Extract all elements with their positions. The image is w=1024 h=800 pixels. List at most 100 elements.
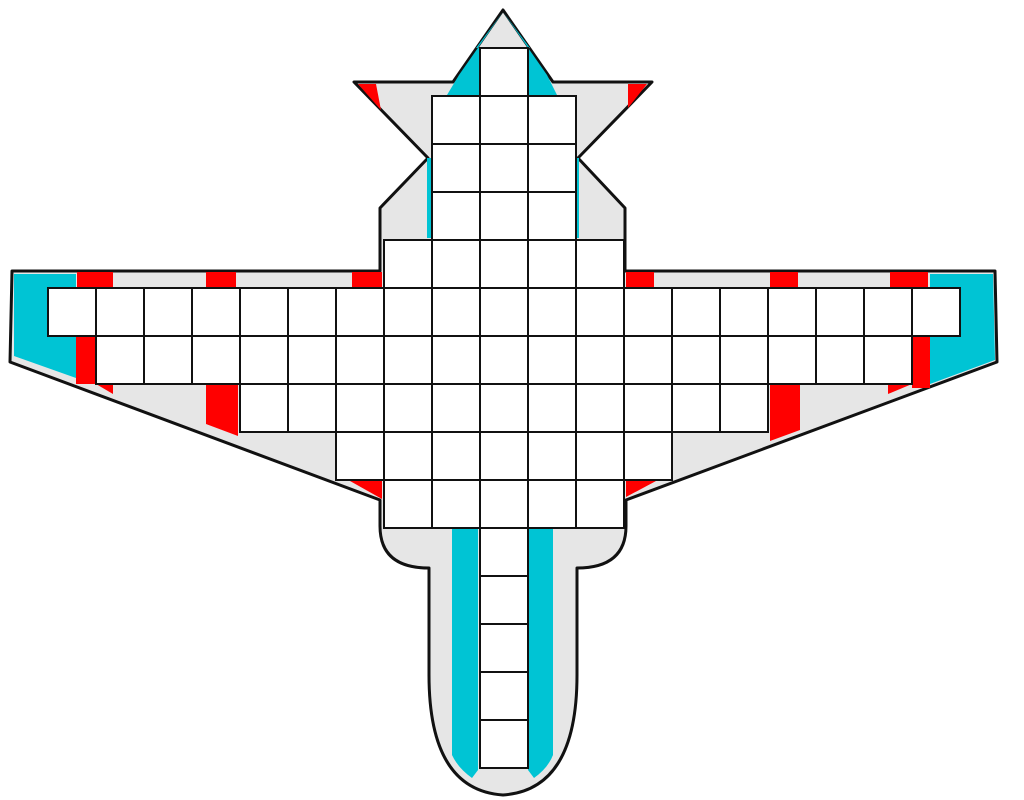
canard-red-left bbox=[358, 84, 381, 110]
grid-cell-r5-c13[interactable] bbox=[671, 287, 721, 337]
grid-cell-r5-c14[interactable] bbox=[719, 287, 769, 337]
grid-cell-r5-c0[interactable] bbox=[47, 287, 97, 337]
grid-cell-r5-c9[interactable] bbox=[479, 287, 529, 337]
red-strip-6 bbox=[890, 272, 928, 287]
grid-cell-r3-c8[interactable] bbox=[431, 191, 481, 241]
grid-cell-r1-c8[interactable] bbox=[431, 95, 481, 145]
red-accents bbox=[76, 84, 930, 499]
tail-cyan-left bbox=[452, 528, 478, 778]
grid-cell-r5-c2[interactable] bbox=[143, 287, 193, 337]
grid-cell-r8-c7[interactable] bbox=[383, 431, 433, 481]
grid-cell-r5-c4[interactable] bbox=[239, 287, 289, 337]
grid-cell-r6-c3[interactable] bbox=[191, 335, 241, 385]
grid-cell-r7-c11[interactable] bbox=[575, 383, 625, 433]
grid-cell-r2-c10[interactable] bbox=[527, 143, 577, 193]
grid-cell-r4-c8[interactable] bbox=[431, 239, 481, 289]
grid-cell-r8-c12[interactable] bbox=[623, 431, 673, 481]
grid-cell-r1-c9[interactable] bbox=[479, 95, 529, 145]
grid-cell-r0-c9[interactable] bbox=[479, 47, 529, 97]
grid-cell-r7-c4[interactable] bbox=[239, 383, 289, 433]
grid-cell-r7-c9[interactable] bbox=[479, 383, 529, 433]
grid-cell-r3-c10[interactable] bbox=[527, 191, 577, 241]
grid-cell-r9-c7[interactable] bbox=[383, 479, 433, 529]
grid-cell-r11-c9[interactable] bbox=[479, 575, 529, 625]
grid-cell-r7-c5[interactable] bbox=[287, 383, 337, 433]
red-strip-2 bbox=[206, 272, 236, 287]
red-strip-11 bbox=[206, 384, 238, 436]
grid-cell-r6-c15[interactable] bbox=[767, 335, 817, 385]
grid-cell-r6-c1[interactable] bbox=[95, 335, 145, 385]
grid-cell-r10-c9[interactable] bbox=[479, 527, 529, 577]
red-strip-4 bbox=[626, 272, 654, 287]
grid-cell-r6-c12[interactable] bbox=[623, 335, 673, 385]
grid-cell-r6-c6[interactable] bbox=[335, 335, 385, 385]
grid-cell-r4-c11[interactable] bbox=[575, 239, 625, 289]
grid-cell-r8-c11[interactable] bbox=[575, 431, 625, 481]
grid-cell-r3-c9[interactable] bbox=[479, 191, 529, 241]
grid-cell-r4-c10[interactable] bbox=[527, 239, 577, 289]
grid-cell-r7-c8[interactable] bbox=[431, 383, 481, 433]
grid-cell-r7-c13[interactable] bbox=[671, 383, 721, 433]
red-strip-5 bbox=[770, 272, 798, 287]
grid-cell-r7-c14[interactable] bbox=[719, 383, 769, 433]
cell-grid bbox=[47, 47, 961, 769]
grid-cell-r4-c7[interactable] bbox=[383, 239, 433, 289]
grid-cell-r5-c1[interactable] bbox=[95, 287, 145, 337]
grid-cell-r5-c18[interactable] bbox=[911, 287, 961, 337]
grid-cell-r5-c11[interactable] bbox=[575, 287, 625, 337]
grid-cell-r5-c6[interactable] bbox=[335, 287, 385, 337]
grid-cell-r12-c9[interactable] bbox=[479, 623, 529, 673]
grid-cell-r7-c7[interactable] bbox=[383, 383, 433, 433]
tail-cyan-right bbox=[528, 528, 553, 778]
neck-cyan-left bbox=[427, 158, 433, 238]
red-strip-10 bbox=[888, 384, 912, 394]
grid-cell-r7-c6[interactable] bbox=[335, 383, 385, 433]
grid-cell-r5-c8[interactable] bbox=[431, 287, 481, 337]
grid-cell-r8-c6[interactable] bbox=[335, 431, 385, 481]
grid-cell-r9-c8[interactable] bbox=[431, 479, 481, 529]
grid-cell-r1-c10[interactable] bbox=[527, 95, 577, 145]
grid-cell-r8-c10[interactable] bbox=[527, 431, 577, 481]
grid-cell-r8-c9[interactable] bbox=[479, 431, 529, 481]
grid-cell-r6-c11[interactable] bbox=[575, 335, 625, 385]
grid-cell-r9-c9[interactable] bbox=[479, 479, 529, 529]
grid-cell-r7-c10[interactable] bbox=[527, 383, 577, 433]
grid-cell-r6-c17[interactable] bbox=[863, 335, 913, 385]
grid-cell-r5-c16[interactable] bbox=[815, 287, 865, 337]
grid-cell-r2-c8[interactable] bbox=[431, 143, 481, 193]
grid-cell-r6-c10[interactable] bbox=[527, 335, 577, 385]
grid-cell-r6-c9[interactable] bbox=[479, 335, 529, 385]
grid-cell-r5-c10[interactable] bbox=[527, 287, 577, 337]
grid-cell-r5-c17[interactable] bbox=[863, 287, 913, 337]
grid-cell-r6-c2[interactable] bbox=[143, 335, 193, 385]
nose-cyan-left bbox=[447, 12, 503, 95]
grid-cell-r13-c9[interactable] bbox=[479, 671, 529, 721]
grid-cell-r6-c16[interactable] bbox=[815, 335, 865, 385]
grid-cell-r6-c7[interactable] bbox=[383, 335, 433, 385]
grid-cell-r6-c13[interactable] bbox=[671, 335, 721, 385]
grid-cell-r9-c10[interactable] bbox=[527, 479, 577, 529]
grid-cell-r4-c9[interactable] bbox=[479, 239, 529, 289]
red-strip-8 bbox=[912, 336, 930, 388]
grid-cell-r6-c8[interactable] bbox=[431, 335, 481, 385]
grid-cell-r2-c9[interactable] bbox=[479, 143, 529, 193]
grid-cell-r5-c3[interactable] bbox=[191, 287, 241, 337]
grid-cell-r8-c8[interactable] bbox=[431, 431, 481, 481]
grid-cell-r6-c5[interactable] bbox=[287, 335, 337, 385]
red-strip-3 bbox=[352, 272, 382, 287]
grid-cell-r6-c14[interactable] bbox=[719, 335, 769, 385]
grid-cell-r5-c12[interactable] bbox=[623, 287, 673, 337]
grid-cell-r7-c12[interactable] bbox=[623, 383, 673, 433]
red-strip-9 bbox=[96, 384, 113, 394]
red-strip-7 bbox=[76, 336, 96, 384]
grid-cell-r5-c15[interactable] bbox=[767, 287, 817, 337]
grid-cell-r14-c9[interactable] bbox=[479, 719, 529, 769]
grid-cell-r5-c5[interactable] bbox=[287, 287, 337, 337]
grid-cell-r5-c7[interactable] bbox=[383, 287, 433, 337]
grid-cell-r9-c11[interactable] bbox=[575, 479, 625, 529]
grid-cell-r6-c4[interactable] bbox=[239, 335, 289, 385]
red-strip-12 bbox=[770, 384, 800, 441]
red-strip-13 bbox=[350, 481, 382, 499]
